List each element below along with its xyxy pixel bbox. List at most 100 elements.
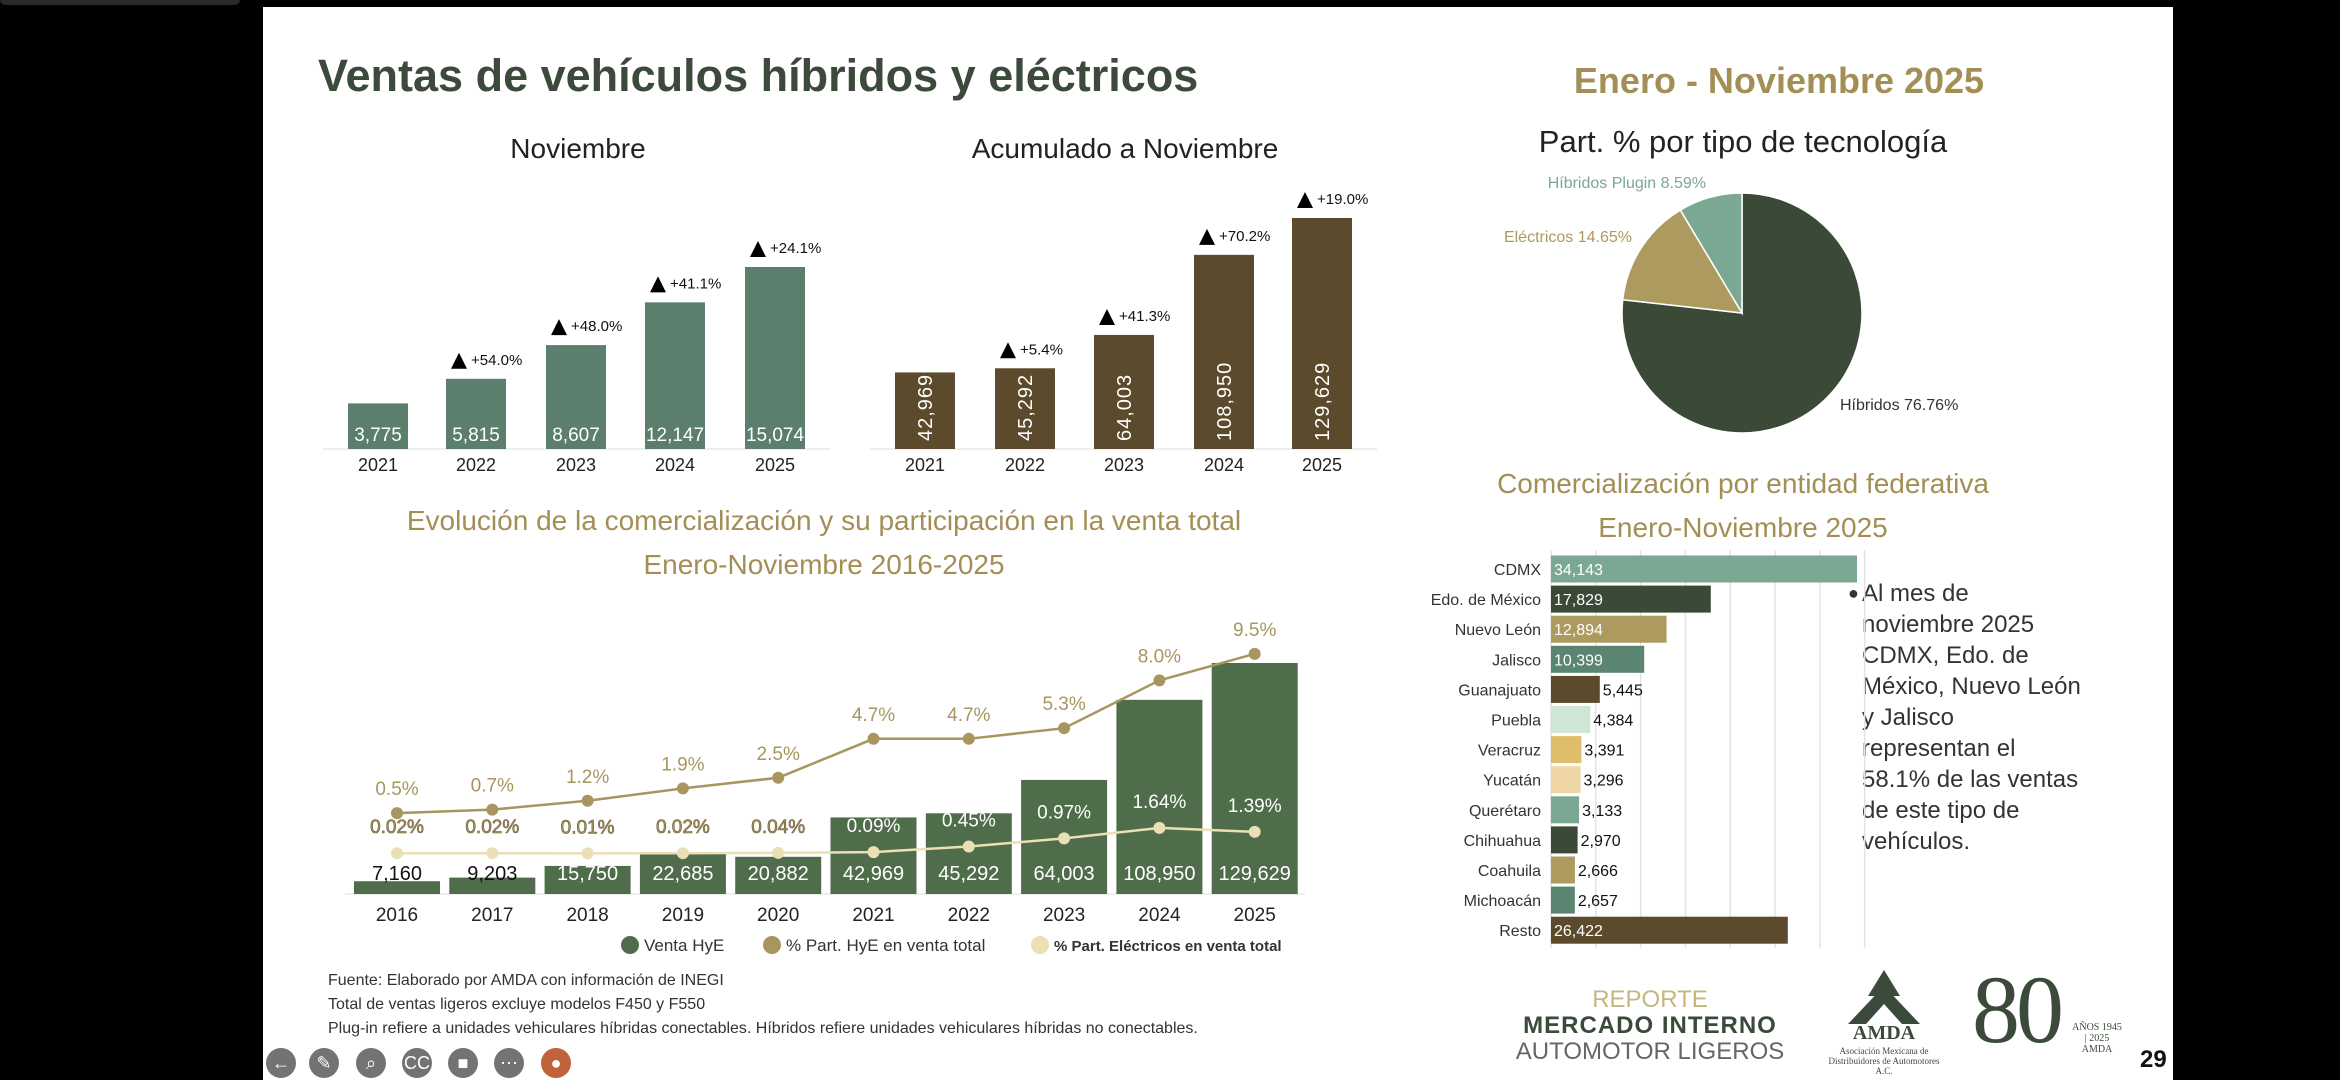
growth-label: +24.1% bbox=[770, 240, 821, 257]
up-triangle-icon bbox=[451, 352, 467, 369]
noviembre-title: Noviembre bbox=[510, 133, 646, 164]
bar-Coahuila bbox=[1551, 856, 1575, 884]
up-triangle-icon bbox=[551, 319, 567, 336]
point-label: 0.02% bbox=[370, 817, 424, 838]
year-label: 2022 bbox=[948, 905, 990, 926]
bar-Edo. de México bbox=[1551, 585, 1711, 613]
point-label: 0.04% bbox=[751, 817, 805, 838]
year-label: 2024 bbox=[1138, 905, 1181, 926]
report-line1: REPORTE bbox=[1592, 986, 1708, 1013]
line-point bbox=[867, 732, 880, 745]
footnote-definitions: Plug-in refiere a unidades vehiculares h… bbox=[328, 1020, 1198, 1037]
acumulado-title: Acumulado a Noviembre bbox=[971, 133, 1279, 164]
bar-2025 bbox=[1292, 218, 1352, 449]
bar-value-label: 108,950 bbox=[1214, 362, 1236, 441]
bar-2021 bbox=[895, 372, 955, 449]
amda-logo: AMDA Asociación Mexicana de Distribuidor… bbox=[1820, 968, 1948, 1076]
point-label: 0.7% bbox=[471, 776, 514, 797]
bar-Guanajuato bbox=[1551, 675, 1600, 703]
year-label: 2018 bbox=[566, 905, 608, 926]
bar-CDMX bbox=[1551, 555, 1857, 583]
bar-Chihuahua bbox=[1551, 826, 1578, 854]
bar-2018 bbox=[544, 865, 631, 894]
line-1 bbox=[396, 652, 1256, 815]
camera-icon[interactable]: ■ bbox=[448, 1048, 478, 1078]
state-label: Jalisco bbox=[1492, 652, 1541, 669]
line-point bbox=[391, 807, 403, 820]
bar-value-label: 12,894 bbox=[1554, 622, 1603, 639]
line-point bbox=[676, 847, 689, 860]
bar-2021 bbox=[348, 403, 408, 449]
report-line3: AUTOMOTOR LIGEROS bbox=[1515, 1038, 1785, 1065]
up-triangle-icon bbox=[1297, 192, 1313, 208]
line-point bbox=[486, 803, 499, 816]
bar-value-label: 15,750 bbox=[557, 863, 618, 885]
state-label: Veracruz bbox=[1478, 743, 1541, 760]
year-label: 2023 bbox=[1043, 905, 1085, 926]
anniversary-logo: 8 0 AÑOS 1945 | 2025 AMDA bbox=[1972, 956, 2122, 1063]
bar-2019 bbox=[639, 853, 726, 894]
line-point bbox=[1153, 674, 1166, 687]
point-label: 4.7% bbox=[852, 705, 895, 726]
bar-value-label: 5,815 bbox=[452, 425, 500, 446]
point-label: 0.01% bbox=[561, 817, 615, 838]
year-label: 2025 bbox=[1234, 905, 1276, 926]
point-label: 1.2% bbox=[566, 767, 609, 788]
bar-value-label: 17,829 bbox=[1554, 592, 1603, 609]
line-point bbox=[962, 840, 975, 853]
record-icon[interactable]: ● bbox=[541, 1048, 571, 1078]
evolution-title: Evolución de la comercialización y su pa… bbox=[406, 505, 1242, 536]
up-triangle-icon bbox=[1199, 228, 1215, 245]
year-label: 2022 bbox=[1005, 455, 1045, 475]
bar-value-label: 12,147 bbox=[646, 425, 704, 446]
bar-2025 bbox=[1211, 663, 1298, 894]
point-label: 4.7% bbox=[947, 705, 990, 726]
year-label: 2017 bbox=[471, 905, 513, 926]
growth-label: +19.0% bbox=[1317, 191, 1368, 208]
line-point bbox=[1248, 825, 1261, 838]
year-label: 2025 bbox=[755, 455, 795, 475]
year-label: 2023 bbox=[556, 455, 596, 475]
evolution-subtitle: Enero-Noviembre 2016-2025 bbox=[643, 549, 1005, 580]
line-point bbox=[1058, 832, 1071, 845]
state-label: Edo. de México bbox=[1431, 592, 1541, 609]
bar-2025 bbox=[745, 267, 805, 449]
growth-label: +54.0% bbox=[471, 352, 522, 369]
bar-value-label: 4,384 bbox=[1593, 713, 1633, 730]
bar-2022 bbox=[446, 378, 506, 449]
bar-value-label: 22,685 bbox=[652, 863, 713, 885]
bar-value-label: 3,775 bbox=[354, 425, 402, 446]
line-2 bbox=[397, 826, 1255, 855]
bar-2017 bbox=[449, 877, 536, 894]
point-label: 9.5% bbox=[1233, 620, 1276, 641]
pie-label: Híbridos Plugin 8.59% bbox=[1548, 175, 1706, 192]
bar-Nuevo León bbox=[1551, 615, 1667, 643]
pie-label: Híbridos 76.76% bbox=[1840, 397, 1958, 414]
bar-Jalisco bbox=[1551, 645, 1645, 673]
back-arrow-icon[interactable]: ← bbox=[266, 1048, 296, 1078]
year-label: 2022 bbox=[456, 455, 496, 475]
captions-icon[interactable]: CC bbox=[402, 1048, 432, 1078]
footnote-exclusion: Total de ventas ligeros excluye modelos … bbox=[328, 996, 706, 1013]
bar-value-label: 64,003 bbox=[1034, 863, 1095, 885]
bar-2022 bbox=[995, 368, 1055, 449]
point-label: 2.5% bbox=[757, 744, 800, 765]
states-title: Comercialización por entidad federativa bbox=[1497, 468, 1989, 499]
more-icon[interactable]: ⋯ bbox=[494, 1048, 524, 1078]
up-triangle-icon bbox=[1099, 308, 1115, 325]
point-label: 8.0% bbox=[1138, 646, 1181, 667]
legend-marker bbox=[763, 936, 781, 954]
bar-2024 bbox=[1194, 254, 1254, 449]
bullet-icon: ● bbox=[1848, 583, 1859, 603]
state-label: Michoacán bbox=[1464, 893, 1541, 910]
pen-icon[interactable]: ✎ bbox=[309, 1048, 339, 1078]
legend-marker bbox=[1031, 936, 1049, 954]
state-label: Querétaro bbox=[1469, 803, 1541, 820]
point-label: 0.45% bbox=[942, 810, 996, 831]
year-label: 2023 bbox=[1104, 455, 1144, 475]
year-label: 2021 bbox=[905, 455, 945, 475]
growth-label: +70.2% bbox=[1219, 228, 1270, 245]
zoom-icon[interactable]: ⌕ bbox=[356, 1048, 386, 1078]
year-label: 2021 bbox=[852, 905, 894, 926]
